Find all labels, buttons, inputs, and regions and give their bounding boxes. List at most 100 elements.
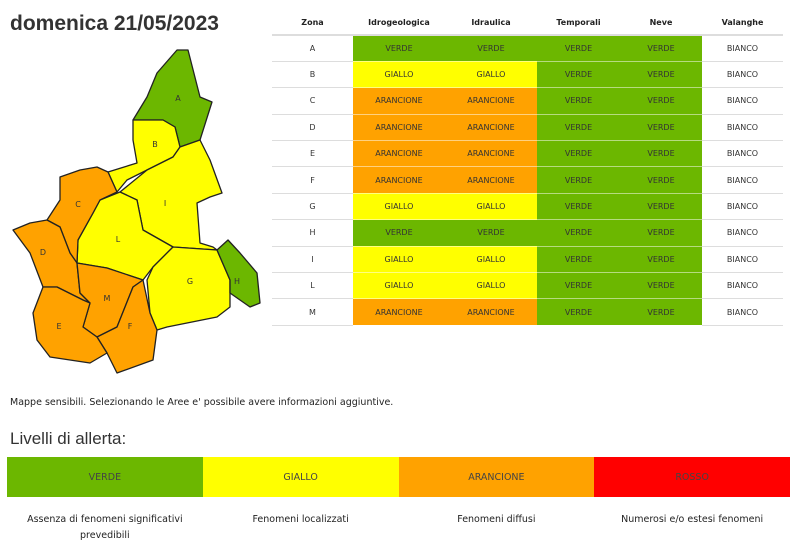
table-row: M ARANCIONE ARANCIONE VERDE VERDE BIANCO: [272, 298, 783, 326]
level-cell: GIALLO: [353, 272, 445, 300]
zone-shape[interactable]: [96, 279, 158, 374]
zone-shape[interactable]: [216, 239, 261, 308]
level-cell: VERDE: [537, 193, 620, 221]
level-cell: BIANCO: [702, 272, 783, 300]
level-cell: VERDE: [537, 35, 620, 62]
legend-level-arancione: ARANCIONE: [398, 457, 595, 497]
zone-cell: L: [272, 272, 353, 300]
level-cell: BIANCO: [702, 140, 783, 168]
column-header: Neve: [620, 10, 702, 36]
zone-label: B: [152, 140, 158, 149]
zone-label: H: [234, 277, 240, 286]
level-cell: ARANCIONE: [353, 298, 445, 326]
table-row: L GIALLO GIALLO VERDE VERDE BIANCO: [272, 272, 783, 300]
zone-label: I: [164, 199, 166, 208]
table-row: D ARANCIONE ARANCIONE VERDE VERDE BIANCO: [272, 114, 783, 142]
level-cell: VERDE: [537, 166, 620, 194]
level-cell: VERDE: [537, 272, 620, 300]
legend-description: Fenomeni diffusi: [457, 514, 536, 525]
legend-title: Livelli di allerta:: [10, 429, 127, 448]
level-cell: BIANCO: [702, 114, 783, 142]
level-cell: VERDE: [537, 246, 620, 274]
zone-label: L: [116, 235, 121, 244]
column-header: Valanghe: [702, 10, 783, 36]
level-cell: VERDE: [353, 219, 445, 247]
level-cell: BIANCO: [702, 166, 783, 194]
zone-shape[interactable]: [119, 139, 223, 251]
level-cell: BIANCO: [702, 246, 783, 274]
zone-shape[interactable]: [32, 286, 108, 364]
legend-level-rosso: ROSSO: [594, 457, 790, 497]
level-cell: BIANCO: [702, 87, 783, 115]
level-cell: ARANCIONE: [353, 114, 445, 142]
level-cell: VERDE: [537, 140, 620, 168]
map-zone-b[interactable]: B: [107, 119, 181, 193]
level-cell: GIALLO: [445, 272, 537, 300]
zone-shape[interactable]: [107, 119, 181, 193]
table-row: G GIALLO GIALLO VERDE VERDE BIANCO: [272, 193, 783, 221]
alert-table: Zona Idrogeologica Idraulica Temporali Neve V…: [272, 10, 783, 326]
level-cell: ARANCIONE: [445, 166, 537, 194]
level-cell: BIANCO: [702, 35, 783, 62]
zone-cell: A: [272, 35, 353, 62]
table-row: E ARANCIONE ARANCIONE VERDE VERDE BIANCO: [272, 140, 783, 168]
level-cell: VERDE: [537, 114, 620, 142]
level-cell: VERDE: [620, 140, 702, 168]
table-row: C ARANCIONE ARANCIONE VERDE VERDE BIANCO: [272, 87, 783, 115]
page-title: domenica 21/05/2023: [10, 12, 219, 35]
zone-cell: B: [272, 61, 353, 89]
table-row: B GIALLO GIALLO VERDE VERDE BIANCO: [272, 61, 783, 89]
zone-label: A: [175, 94, 181, 103]
level-cell: VERDE: [445, 35, 537, 62]
level-cell: BIANCO: [702, 193, 783, 221]
level-cell: VERDE: [620, 298, 702, 326]
level-cell: VERDE: [537, 87, 620, 115]
level-cell: VERDE: [620, 114, 702, 142]
legend-level-verde: VERDE: [7, 457, 203, 497]
zone-label: F: [128, 322, 133, 331]
level-cell: ARANCIONE: [445, 298, 537, 326]
zone-cell: G: [272, 193, 353, 221]
level-cell: VERDE: [620, 272, 702, 300]
table-row: F ARANCIONE ARANCIONE VERDE VERDE BIANCO: [272, 166, 783, 194]
legend-description: Fenomeni localizzati: [252, 514, 349, 525]
zone-map: A B I L G H C D M F E: [12, 49, 261, 374]
level-cell: BIANCO: [702, 298, 783, 326]
column-header: Idrogeologica: [353, 10, 445, 36]
map-zone-e[interactable]: E: [32, 286, 108, 364]
table-row: A VERDE VERDE VERDE VERDE BIANCO: [272, 35, 783, 62]
table-row: H VERDE VERDE VERDE VERDE BIANCO: [272, 219, 783, 247]
level-cell: VERDE: [537, 61, 620, 89]
level-cell: VERDE: [620, 193, 702, 221]
level-cell: VERDE: [620, 219, 702, 247]
level-cell: GIALLO: [445, 61, 537, 89]
level-cell: VERDE: [620, 35, 702, 62]
map-zone-i[interactable]: I: [119, 139, 223, 251]
zone-cell: E: [272, 140, 353, 168]
level-cell: VERDE: [537, 298, 620, 326]
zone-label: E: [56, 322, 61, 331]
table-row: I GIALLO GIALLO VERDE VERDE BIANCO: [272, 246, 783, 274]
zone-label: C: [75, 200, 81, 209]
level-cell: BIANCO: [702, 219, 783, 247]
level-cell: VERDE: [537, 219, 620, 247]
level-cell: VERDE: [620, 166, 702, 194]
level-cell: GIALLO: [353, 246, 445, 274]
column-header: Idraulica: [445, 10, 537, 36]
map-zone-f[interactable]: F: [96, 279, 158, 374]
zone-cell: D: [272, 114, 353, 142]
level-cell: GIALLO: [353, 193, 445, 221]
level-cell: ARANCIONE: [353, 87, 445, 115]
zone-cell: M: [272, 298, 353, 326]
map-zone-h[interactable]: H: [216, 239, 261, 308]
legend-level-giallo: GIALLO: [202, 457, 399, 497]
level-cell: GIALLO: [445, 246, 537, 274]
legend-descriptions: Assenza di fenomeni significativi preved…: [7, 512, 790, 544]
legend-description: Numerosi e/o estesi fenomeni: [621, 514, 764, 525]
zone-cell: C: [272, 87, 353, 115]
level-cell: VERDE: [353, 35, 445, 62]
zone-label: M: [104, 294, 111, 303]
zone-cell: H: [272, 219, 353, 247]
zone-label: D: [40, 248, 46, 257]
level-cell: GIALLO: [353, 61, 445, 89]
